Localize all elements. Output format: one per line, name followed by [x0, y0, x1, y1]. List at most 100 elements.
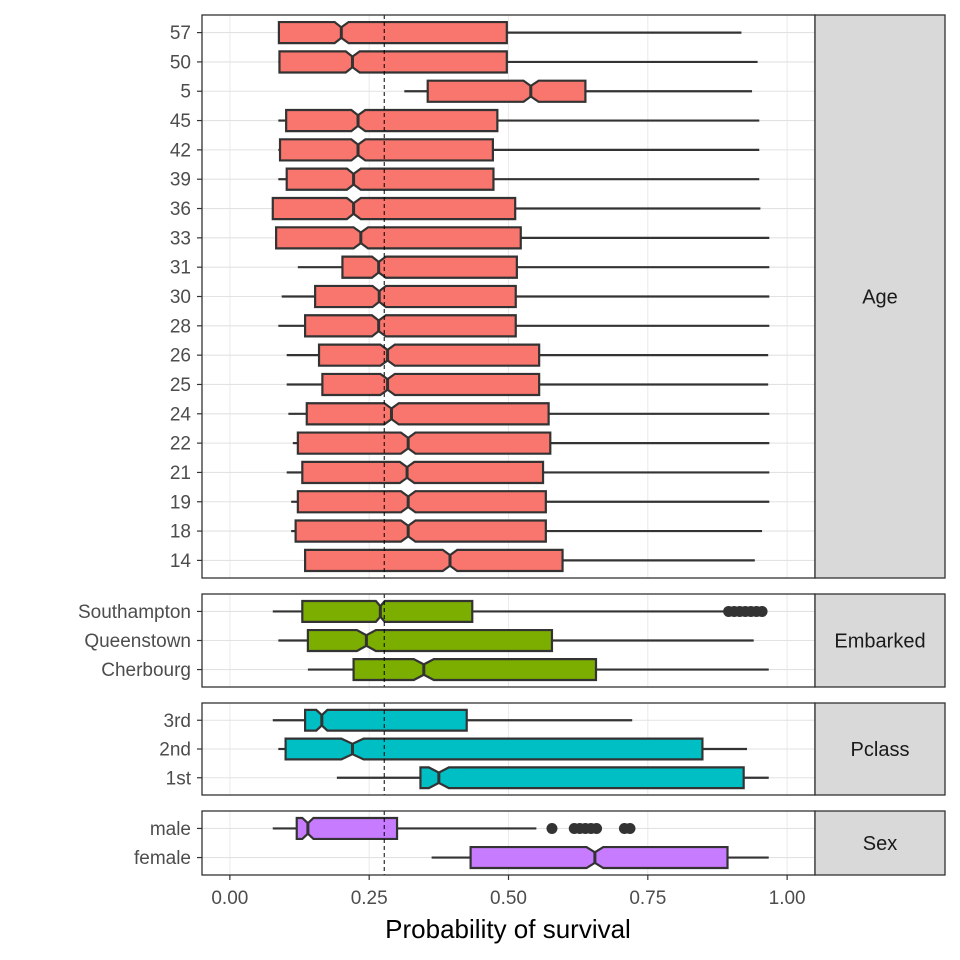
box-45 [278, 108, 760, 133]
y-tick-label: 28 [170, 316, 191, 337]
notched-box [321, 372, 541, 397]
notched-box [296, 431, 552, 455]
notched-box [341, 255, 518, 279]
outlier-point [546, 822, 558, 834]
y-tick-label: Southampton [78, 602, 191, 623]
notched-box [271, 196, 517, 221]
notched-box [285, 108, 499, 133]
notched-box [295, 816, 399, 841]
y-tick-label: 24 [170, 404, 192, 425]
notched-box [296, 490, 547, 514]
y-tick-label: 33 [170, 228, 191, 249]
y-tick-label: 57 [170, 23, 191, 44]
notched-box [469, 845, 729, 870]
outlier-point [624, 822, 636, 834]
box-19 [291, 490, 770, 514]
y-tick-label: female [134, 848, 191, 869]
y-tick-label: 42 [170, 140, 191, 161]
y-tick-label: 31 [170, 258, 191, 279]
facet-panel-pclass: 3rd 2nd 1st Pclass [159, 702, 946, 796]
y-tick-label: 2nd [159, 740, 191, 761]
facet-panel-age: 57 50 5 45 42 39 36 33 31 30 28 26 25 24 22 21 19 18 14 Age [170, 14, 946, 579]
box-14 [303, 548, 755, 573]
y-tick-label: 22 [170, 434, 191, 455]
box-male [272, 816, 636, 841]
box-28 [278, 314, 770, 338]
x-tick-label: 1.00 [769, 888, 806, 909]
outlier-point [756, 605, 768, 617]
facet-strip [814, 810, 946, 876]
y-tick-label: 36 [170, 199, 191, 220]
notched-box [294, 519, 547, 543]
y-tick-label: 14 [170, 551, 192, 572]
notched-box [278, 50, 508, 74]
y-tick-label: 1st [166, 768, 192, 789]
box-31 [297, 255, 770, 279]
y-tick-label: 21 [170, 463, 191, 484]
y-tick-label: 26 [170, 346, 191, 367]
box-42 [278, 138, 760, 162]
box-25 [286, 372, 769, 397]
facet-strip [814, 14, 946, 579]
box-57 [277, 20, 742, 45]
notched-box [352, 658, 598, 682]
facet-panel-sex: male female Sex [134, 810, 946, 876]
box-24 [288, 402, 770, 426]
x-tick-label: 0.50 [490, 888, 527, 909]
notched-box [301, 460, 545, 485]
box-3rd [272, 708, 633, 732]
y-tick-label: 5 [180, 82, 191, 103]
notched-box [303, 708, 468, 732]
y-tick-label: 19 [170, 492, 191, 513]
notched-box [314, 284, 517, 309]
y-tick-label: 45 [170, 111, 191, 132]
notched-box [303, 314, 517, 338]
facet-strip-label: Sex [863, 833, 897, 855]
notched-box [426, 79, 587, 103]
notched-box [303, 548, 564, 573]
box-30 [281, 284, 770, 309]
facet-strip-label: Embarked [834, 631, 925, 653]
y-tick-label: 50 [170, 52, 191, 73]
y-tick-label: male [150, 819, 191, 840]
notched-box [277, 20, 508, 45]
box-36 [271, 196, 761, 221]
box-18 [291, 519, 763, 543]
facet-strip-label: Age [862, 287, 898, 309]
notched-box [317, 343, 541, 367]
box-2nd [278, 737, 748, 761]
box-southampton [272, 599, 768, 623]
x-tick-label: 0.00 [211, 888, 248, 909]
box-queenstown [278, 628, 754, 653]
y-tick-label: 18 [170, 522, 191, 543]
notched-box [275, 226, 522, 250]
y-tick-label: 30 [170, 287, 191, 308]
box-33 [275, 226, 770, 250]
facet-strip [814, 702, 946, 796]
facet-panels: 57 50 5 45 42 39 36 33 31 30 28 26 25 24 22 21 19 18 14 Age… [78, 14, 946, 876]
x-tick-label: 0.25 [351, 888, 388, 909]
facet-strip [814, 593, 946, 688]
x-tick-label: 0.75 [629, 888, 666, 909]
notched-box [301, 599, 474, 623]
box-22 [292, 431, 770, 455]
notched-box [285, 167, 495, 191]
box-1st [336, 766, 769, 790]
x-axis-title: Probability of survival [385, 914, 631, 944]
facet-strip-label: Pclass [851, 739, 910, 761]
y-tick-label: 25 [170, 375, 191, 396]
y-tick-label: 39 [170, 170, 191, 191]
notched-box [278, 138, 494, 162]
notched-box [419, 766, 745, 790]
box-26 [286, 343, 769, 367]
notched-box [284, 737, 704, 761]
facet-panel-embarked: Southampton Queenstown Cherbourg Embarked [78, 593, 946, 688]
box-21 [286, 460, 770, 485]
box-39 [278, 167, 760, 191]
y-tick-label: 3rd [164, 711, 191, 732]
box-5 [404, 79, 753, 103]
outlier-point [591, 822, 603, 834]
box-female [431, 845, 769, 870]
y-tick-label: Queenstown [84, 631, 191, 652]
